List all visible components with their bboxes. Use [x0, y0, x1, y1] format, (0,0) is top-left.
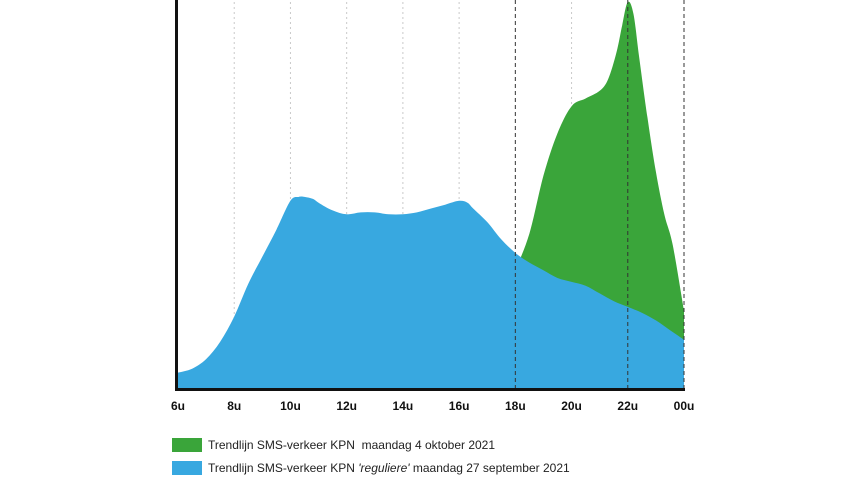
- legend-label-green: Trendlijn SMS-verkeer KPN maandag 4 okto…: [208, 438, 496, 452]
- x-tick-label-20u: 20u: [561, 399, 582, 413]
- legend-item-green: Trendlijn SMS-verkeer KPN maandag 4 okto…: [172, 436, 570, 454]
- legend-item-blue: Trendlijn SMS-verkeer KPN 'reguliere' ma…: [172, 459, 570, 477]
- x-tick-label-12u: 12u: [336, 399, 357, 413]
- x-tick-label-16u: 16u: [449, 399, 470, 413]
- legend: Trendlijn SMS-verkeer KPN maandag 4 okto…: [172, 436, 570, 482]
- x-tick-label-8u: 8u: [227, 399, 241, 413]
- x-tick-label-18u: 18u: [505, 399, 526, 413]
- dashed-markers: [514, 0, 685, 388]
- x-tick-label-6u: 6u: [171, 399, 185, 413]
- x-tick-labels: 6u 8u 10u 12u 14u 16u 18u 20u 22u 00u: [171, 399, 694, 413]
- x-tick-label-22u: 22u: [617, 399, 638, 413]
- x-tick-label-10u: 10u: [280, 399, 301, 413]
- area-series-blue: [178, 196, 684, 388]
- legend-swatch-green: [172, 438, 202, 452]
- legend-label-blue: Trendlijn SMS-verkeer KPN 'reguliere' ma…: [208, 461, 570, 475]
- axes: [175, 0, 685, 391]
- series-areas: [178, 1, 684, 388]
- x-tick-label-14u: 14u: [393, 399, 414, 413]
- legend-swatch-blue: [172, 461, 202, 475]
- x-tick-label-00u: 00u: [674, 399, 695, 413]
